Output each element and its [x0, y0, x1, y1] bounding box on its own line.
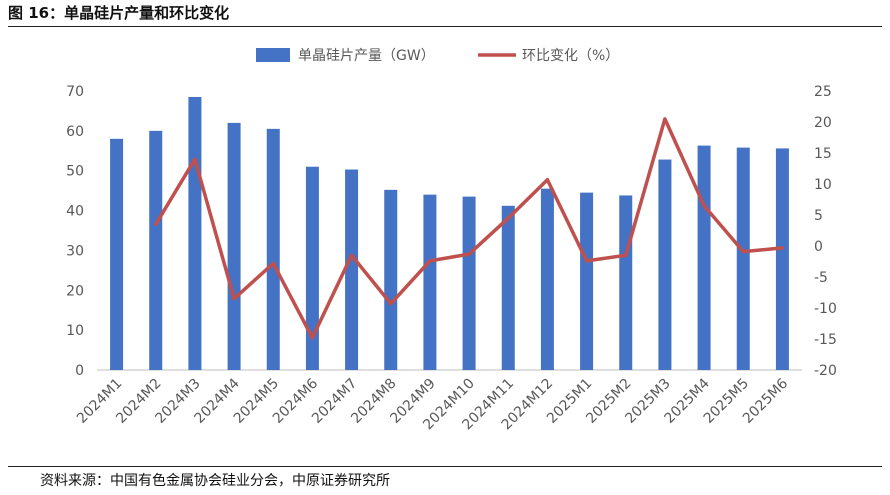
bar [384, 189, 398, 370]
line-point [467, 252, 471, 256]
line-point [271, 261, 275, 265]
right-tick-label: 5 [814, 208, 823, 224]
bar [423, 194, 437, 370]
bottom-rule [8, 466, 882, 467]
right-tick-label: -20 [814, 363, 837, 379]
line-point [663, 117, 667, 121]
right-tick-label: 15 [814, 146, 832, 162]
bar [658, 159, 672, 370]
left-tick-label: 70 [66, 84, 84, 100]
line-point [585, 259, 589, 263]
left-tick-label: 10 [66, 323, 84, 339]
line-point [389, 302, 393, 306]
bar [110, 138, 124, 370]
legend-bar-label: 单晶硅片产量（GW） [298, 48, 435, 64]
x-axis-ticks: 2024M12024M22024M32024M42024M52024M62024… [74, 375, 791, 433]
line-point [350, 253, 354, 257]
bar [580, 192, 594, 370]
bar [188, 96, 202, 370]
left-tick-label: 30 [66, 243, 84, 259]
line-point [741, 250, 745, 254]
bar [501, 205, 515, 370]
right-tick-label: 20 [814, 115, 832, 131]
top-rule [8, 26, 882, 27]
left-axis: 0 10 20 30 40 50 60 70 [66, 84, 84, 379]
bar [149, 130, 163, 370]
right-tick-label: 0 [814, 239, 823, 255]
source-note: 资料来源：中国有色金属协会硅业分会，中原证券研究所 [40, 473, 390, 489]
right-tick-label: -5 [814, 270, 828, 286]
line-point [780, 246, 784, 250]
line-series [154, 117, 785, 340]
left-tick-label: 60 [66, 124, 84, 140]
bar [736, 147, 750, 370]
bar [462, 196, 476, 370]
line-point [428, 259, 432, 263]
bar [619, 195, 633, 370]
left-tick-label: 50 [66, 164, 84, 180]
bar [305, 166, 319, 370]
line-point [310, 336, 314, 340]
bar [227, 122, 241, 370]
left-tick-label: 40 [66, 204, 84, 220]
bar [697, 145, 711, 370]
line-point [545, 178, 549, 182]
figure-title: 图 16：单晶硅片产量和环比变化 [8, 4, 230, 22]
line-point [702, 204, 706, 208]
legend-line-label: 环比变化（%） [522, 48, 619, 64]
right-tick-label: -10 [814, 301, 837, 317]
right-axis: -20 -15 -10 -5 0 5 10 15 20 25 [814, 84, 837, 379]
bar [540, 188, 554, 370]
line-point [624, 253, 628, 257]
right-tick-label: 25 [814, 84, 832, 100]
left-tick-label: 0 [75, 363, 84, 379]
bar [266, 128, 280, 370]
left-tick-label: 20 [66, 283, 84, 299]
right-tick-label: -15 [814, 332, 837, 348]
bar [775, 148, 789, 370]
bar-series [110, 96, 789, 370]
line-point [193, 157, 197, 161]
legend-bar-swatch [256, 48, 290, 62]
bar [345, 169, 359, 370]
line-point [506, 216, 510, 220]
right-tick-label: 10 [814, 177, 832, 193]
line-point [154, 222, 158, 226]
legend: 单晶硅片产量（GW） 环比变化（%） [256, 48, 619, 64]
line-point [232, 297, 236, 301]
